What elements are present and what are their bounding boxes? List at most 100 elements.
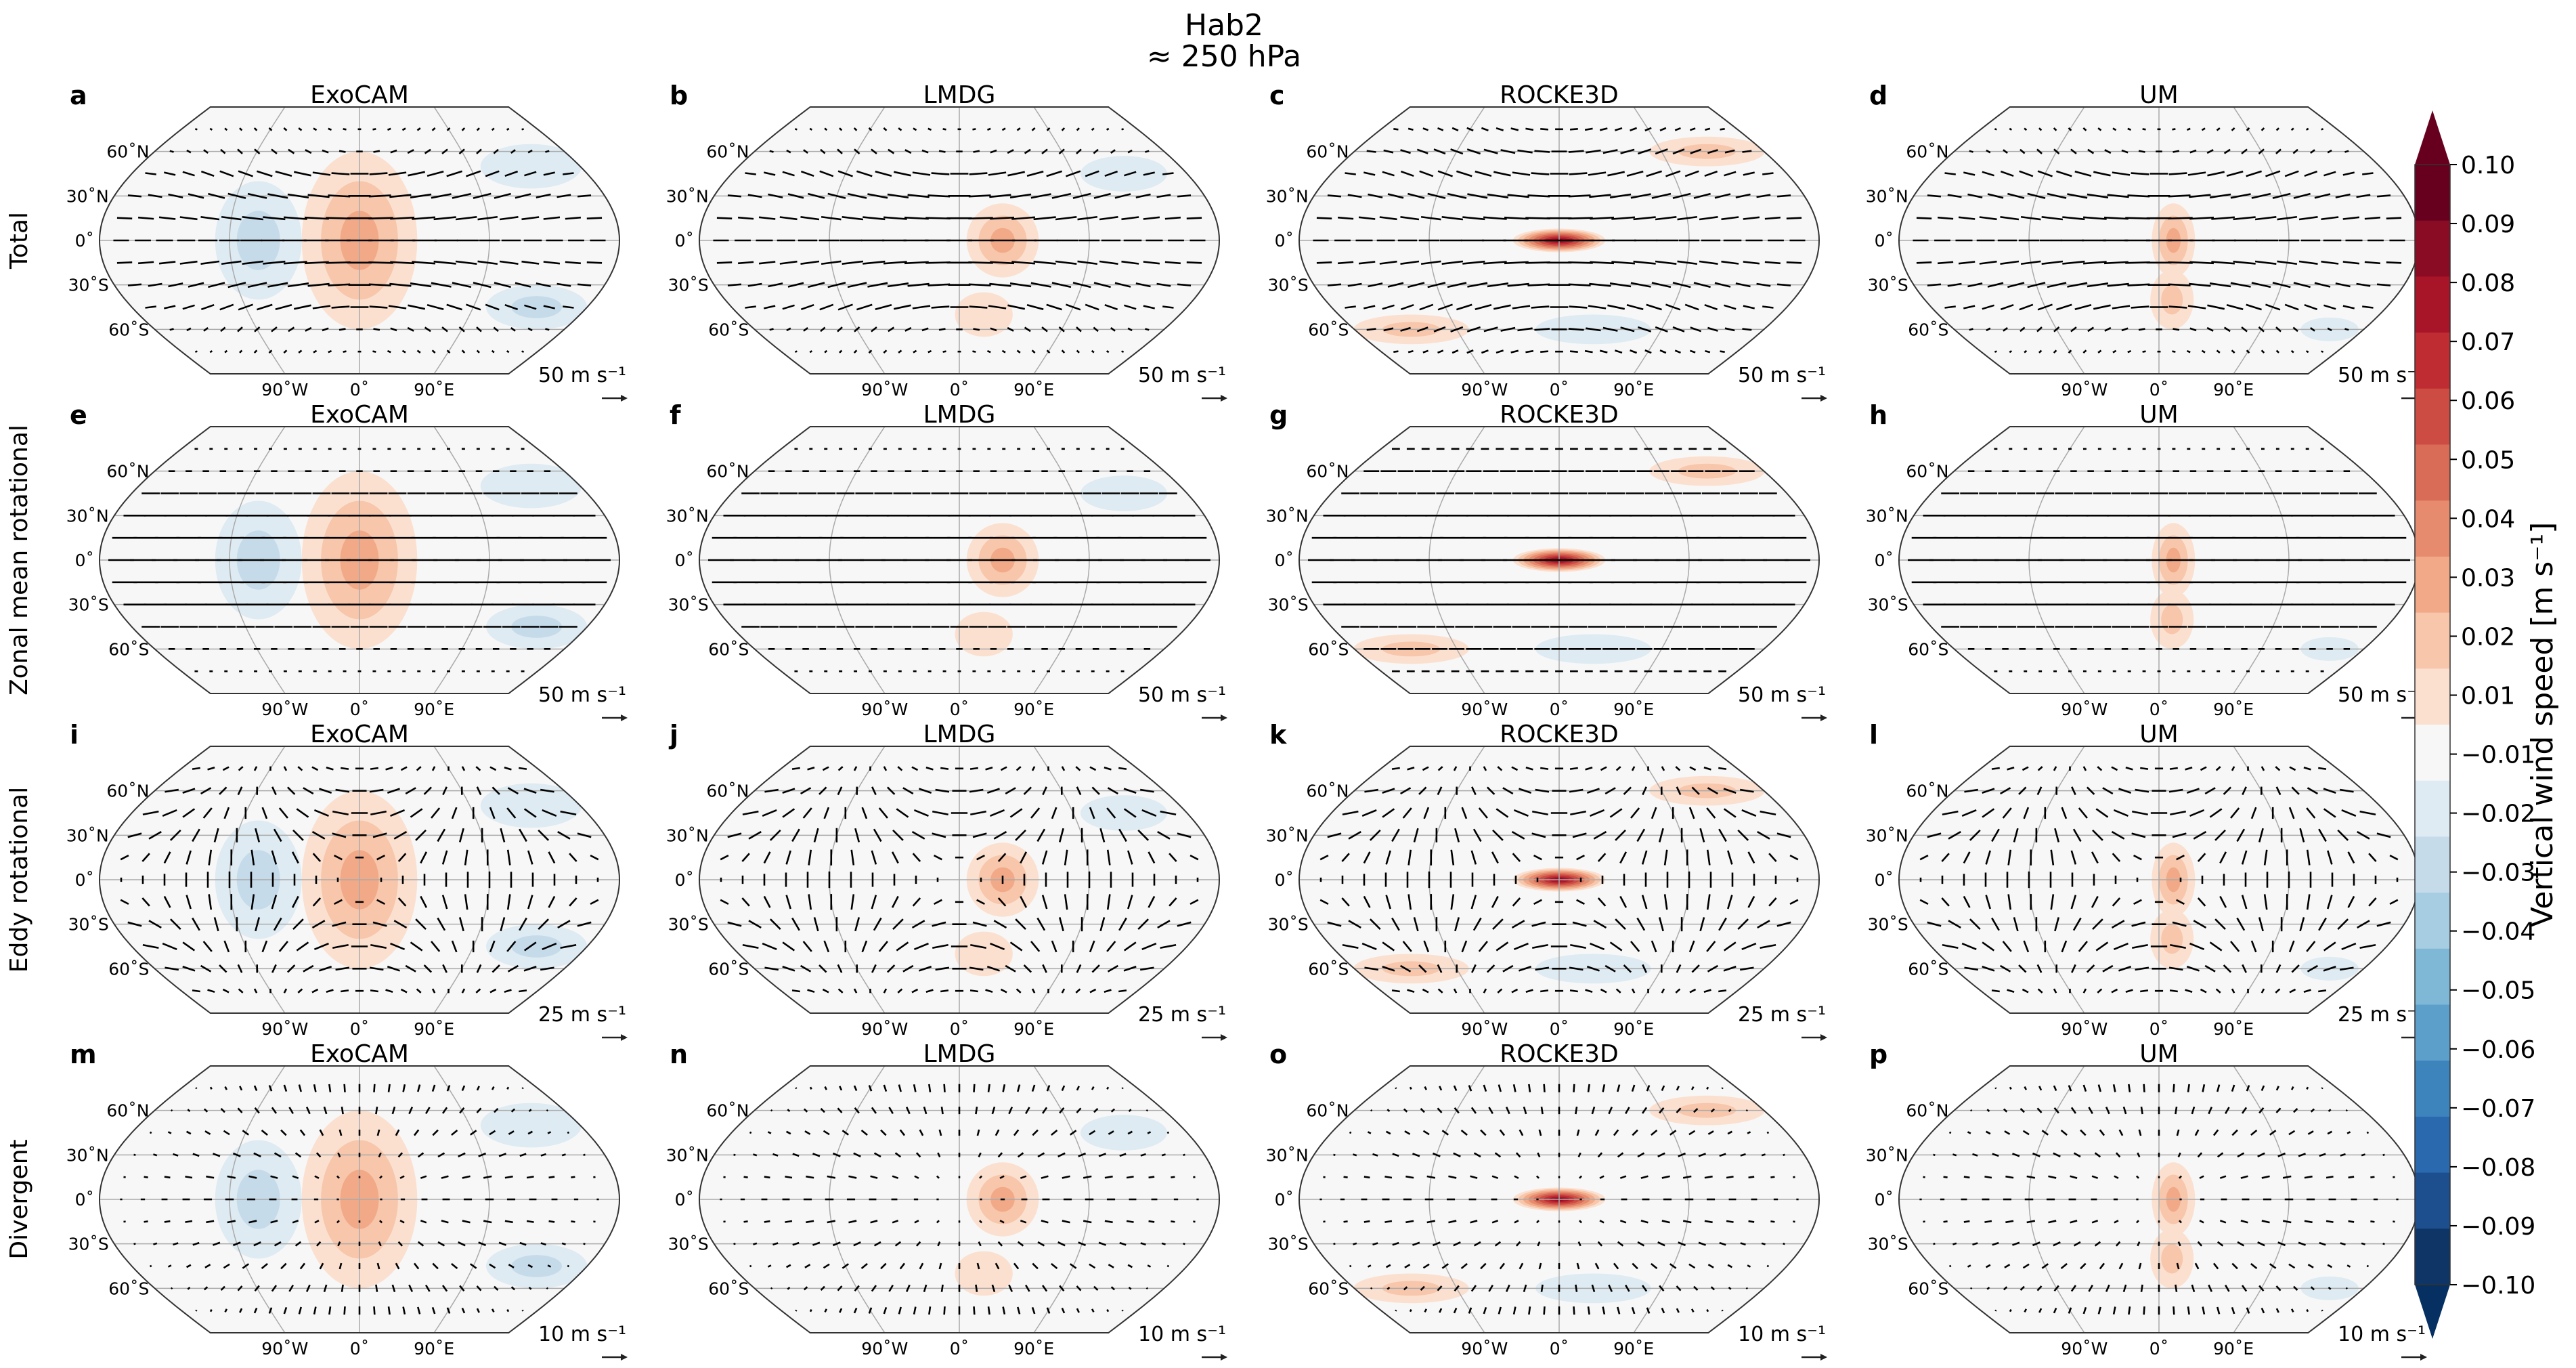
wind-vector [1499,1262,1506,1270]
wind-vector [569,853,577,862]
wind-vector [2305,350,2309,354]
wind-vector [1646,1085,1651,1092]
wind-vector [2013,917,2019,932]
wind-vector [912,305,931,309]
wind-vector [237,326,243,333]
wind-vector [1007,171,1026,177]
wind-vector [1051,282,1072,288]
wind-vector [785,850,791,865]
wind-vector [1952,1153,1957,1157]
wind-vector [546,1287,549,1290]
wind-vector [893,304,911,310]
wind-vector [2310,1286,2315,1291]
wind-vector [743,1220,748,1223]
wind-vector [837,1107,843,1113]
wind-vector [897,766,903,771]
wind-vector [261,1262,268,1270]
wind-vector [431,1306,436,1314]
wind-vector [1770,1220,1775,1223]
wind-vector [255,828,261,842]
lon-tick-label: 90˚W [261,380,308,400]
wind-vector [1585,989,1593,993]
wind-vector [2020,260,2041,265]
wind-vector [943,1306,946,1315]
colorbar-tick-label: −0.06 [2461,1036,2535,1064]
wind-vector [1948,830,1961,840]
colorbar-segment [2415,220,2450,277]
wind-vector [898,349,902,354]
wind-vector [1368,282,1383,288]
wind-vector [208,282,225,288]
colorbar-segment [2415,1116,2450,1174]
wind-vector [1586,788,1600,794]
contour-fill [2161,604,2183,635]
wind-vector [1462,260,1485,265]
wind-vector [1515,1152,1521,1158]
wind-vector [1424,1308,1428,1313]
wind-vector [494,282,511,288]
wind-vector [173,1242,179,1246]
colorbar-segment [2415,1172,2450,1229]
wind-vector [274,1152,282,1158]
wind-vector [1538,1262,1542,1270]
wind-vector [1620,148,1635,154]
wind-vector [1400,170,1414,177]
wind-vector [2189,261,2214,265]
wind-vector [969,767,978,770]
wind-vector [1593,920,1607,929]
wind-vector [1483,1084,1487,1092]
wind-vector [2233,216,2256,221]
wind-vector [1143,216,1160,220]
wind-vector [299,1129,306,1136]
wind-vector [2095,941,2109,952]
wind-vector [1327,832,1342,838]
lat-tick-label: 0˚ [675,551,694,570]
wind-vector [1994,1087,1997,1090]
wind-vector [1637,1241,1645,1247]
wind-vector [1447,282,1467,288]
wind-vector [1969,829,1981,841]
wind-vector [577,194,592,198]
wind-vector [1512,171,1531,176]
wind-vector [854,917,860,932]
wind-vector [2321,260,2339,265]
wind-vector [913,127,917,131]
map-outline [698,746,1221,1014]
wind-vector [299,1262,306,1270]
wind-vector [462,1220,471,1224]
wind-vector [1483,988,1487,993]
colorbar-extend-top [2415,110,2450,165]
wind-vector [1076,127,1080,131]
wind-vector [880,1129,887,1136]
wind-vector [2020,1108,2025,1113]
wind-vector [2114,1220,2119,1224]
wind-vector [1531,172,1550,175]
wind-vector [1587,1084,1590,1092]
wind-vector [238,766,244,771]
wind-vector [938,150,946,153]
colorbar-tick-label: 0.01 [2461,682,2515,710]
wind-vector [749,1131,752,1134]
wind-vector [1345,305,1356,309]
wind-vector [1718,767,1727,770]
wind-vector [288,1284,294,1292]
wind-vector [284,261,307,265]
wind-vector [296,941,309,952]
wind-vector [896,808,909,818]
wind-vector [372,921,387,927]
wind-vector [268,1307,273,1314]
wind-vector [2088,1284,2093,1292]
wind-vector [1402,941,1412,952]
wind-vector [2097,1306,2101,1314]
wind-vector [1156,194,1171,198]
wind-vector [510,1286,516,1291]
wind-vector [395,1129,400,1136]
wind-vector [1059,1107,1065,1114]
wind-vector [727,194,742,198]
wind-vector [1615,829,1626,841]
wind-vector [1927,194,1942,198]
wind-vector [2087,282,2109,288]
wind-vector [1591,1107,1596,1115]
wind-vector [827,192,846,199]
